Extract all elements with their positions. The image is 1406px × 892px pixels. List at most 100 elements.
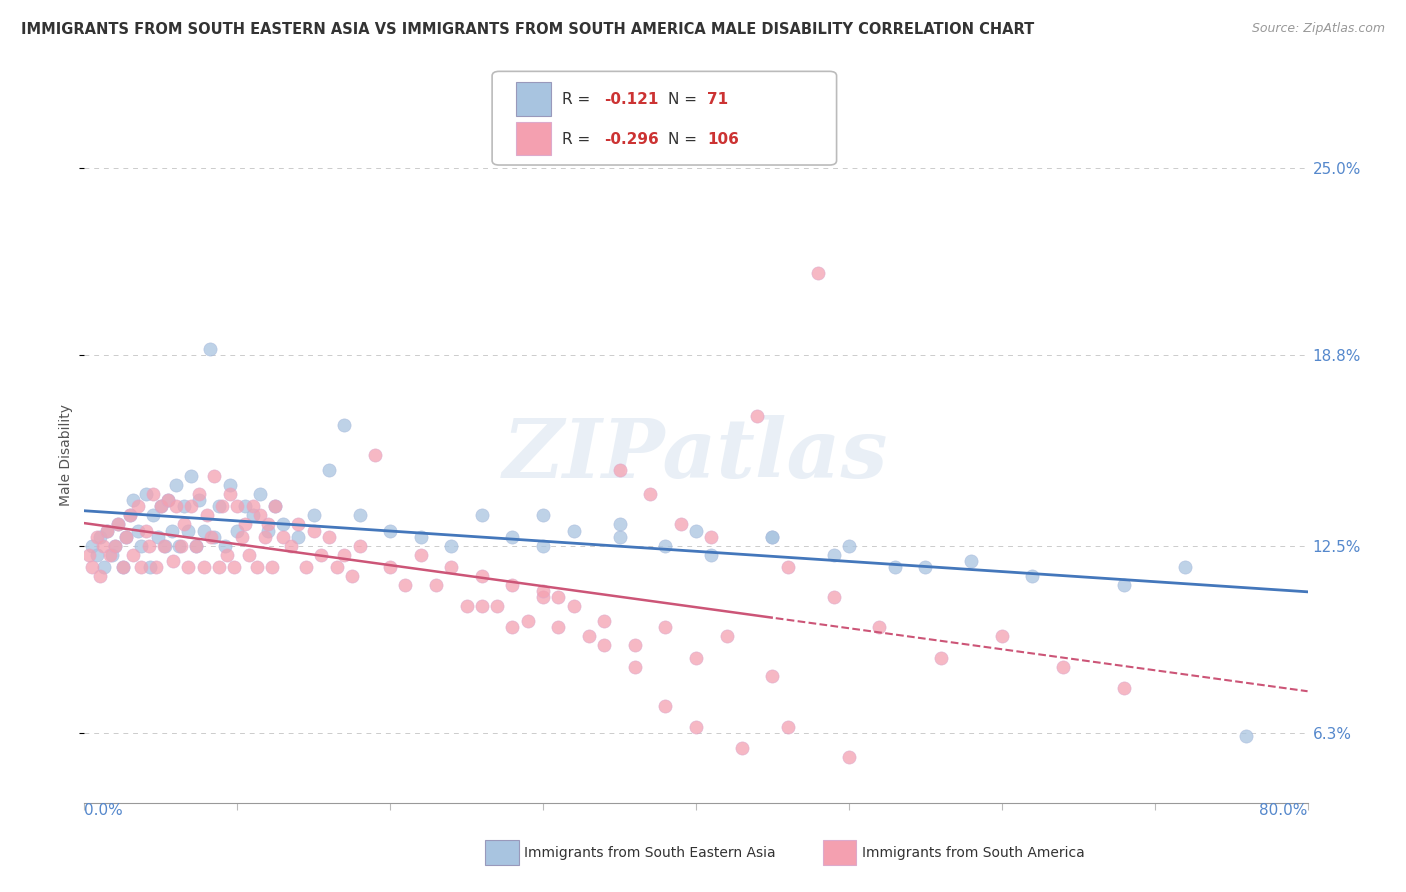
Point: [218, 487, 240, 501]
Point: [138, 539, 160, 553]
Point: [224, 559, 246, 574]
Text: R =: R =: [562, 92, 596, 107]
Point: [807, 267, 830, 281]
Point: [669, 517, 692, 532]
Point: [120, 508, 142, 523]
Point: [249, 487, 271, 501]
Point: [149, 500, 172, 514]
Point: [838, 750, 860, 764]
Point: [578, 629, 600, 643]
Text: R =: R =: [562, 132, 596, 147]
Point: [127, 524, 149, 538]
Point: [883, 559, 905, 574]
Point: [280, 539, 302, 553]
Text: N =: N =: [668, 92, 702, 107]
Point: [700, 530, 723, 544]
Point: [349, 508, 371, 523]
Point: [107, 517, 129, 532]
Point: [440, 559, 463, 574]
Point: [135, 524, 157, 538]
Point: [264, 500, 287, 514]
Point: [776, 720, 799, 734]
Point: [167, 539, 190, 553]
Point: [253, 530, 276, 544]
Point: [456, 599, 478, 614]
Point: [184, 539, 207, 553]
Point: [425, 578, 447, 592]
Point: [233, 500, 256, 514]
Point: [91, 539, 114, 553]
Point: [471, 508, 494, 523]
Point: [262, 559, 284, 574]
Point: [761, 530, 783, 544]
Point: [624, 639, 647, 653]
Point: [1021, 569, 1043, 583]
Point: [380, 524, 402, 538]
Point: [195, 508, 218, 523]
Point: [129, 539, 152, 553]
Point: [502, 530, 524, 544]
Point: [193, 559, 215, 574]
Point: [246, 559, 269, 574]
Point: [155, 539, 177, 553]
Point: [104, 539, 127, 553]
Point: [165, 500, 187, 514]
Point: [318, 463, 340, 477]
Point: [226, 524, 249, 538]
Point: [180, 500, 202, 514]
Point: [104, 539, 127, 553]
Point: [180, 469, 202, 483]
Point: [127, 500, 149, 514]
Point: [157, 493, 180, 508]
Point: [202, 469, 225, 483]
Point: [233, 517, 256, 532]
Point: [208, 559, 231, 574]
Point: [302, 524, 325, 538]
Point: [160, 524, 183, 538]
Point: [242, 500, 264, 514]
Point: [654, 539, 676, 553]
Point: [177, 559, 200, 574]
Point: [173, 500, 195, 514]
Point: [761, 669, 783, 683]
Point: [122, 493, 145, 508]
Point: [638, 487, 661, 501]
Point: [349, 539, 371, 553]
Point: [869, 620, 891, 634]
Point: [731, 741, 754, 756]
Point: [311, 548, 333, 562]
Point: [170, 539, 193, 553]
Point: [1052, 659, 1074, 673]
Point: [531, 539, 554, 553]
Point: [333, 548, 356, 562]
Point: [409, 548, 432, 562]
Point: [531, 590, 554, 604]
Point: [624, 659, 647, 673]
Text: IMMIGRANTS FROM SOUTH EASTERN ASIA VS IMMIGRANTS FROM SOUTH AMERICA MALE DISABIL: IMMIGRANTS FROM SOUTH EASTERN ASIA VS IM…: [21, 22, 1035, 37]
Point: [761, 530, 783, 544]
Point: [211, 500, 233, 514]
Point: [111, 559, 134, 574]
Point: [914, 559, 936, 574]
Point: [198, 342, 221, 356]
Point: [364, 448, 387, 462]
Point: [101, 548, 124, 562]
Point: [200, 530, 222, 544]
Point: [98, 548, 121, 562]
Point: [157, 493, 180, 508]
Point: [188, 493, 211, 508]
Point: [231, 530, 253, 544]
Text: Immigrants from South America: Immigrants from South America: [862, 846, 1084, 860]
Point: [318, 530, 340, 544]
Point: [409, 530, 432, 544]
Text: 106: 106: [707, 132, 740, 147]
Point: [302, 508, 325, 523]
Point: [93, 559, 115, 574]
Point: [654, 620, 676, 634]
Point: [471, 569, 494, 583]
Point: [89, 530, 111, 544]
Point: [271, 530, 294, 544]
Text: 0.0%: 0.0%: [84, 803, 124, 818]
Point: [685, 650, 707, 665]
Point: [394, 578, 416, 592]
